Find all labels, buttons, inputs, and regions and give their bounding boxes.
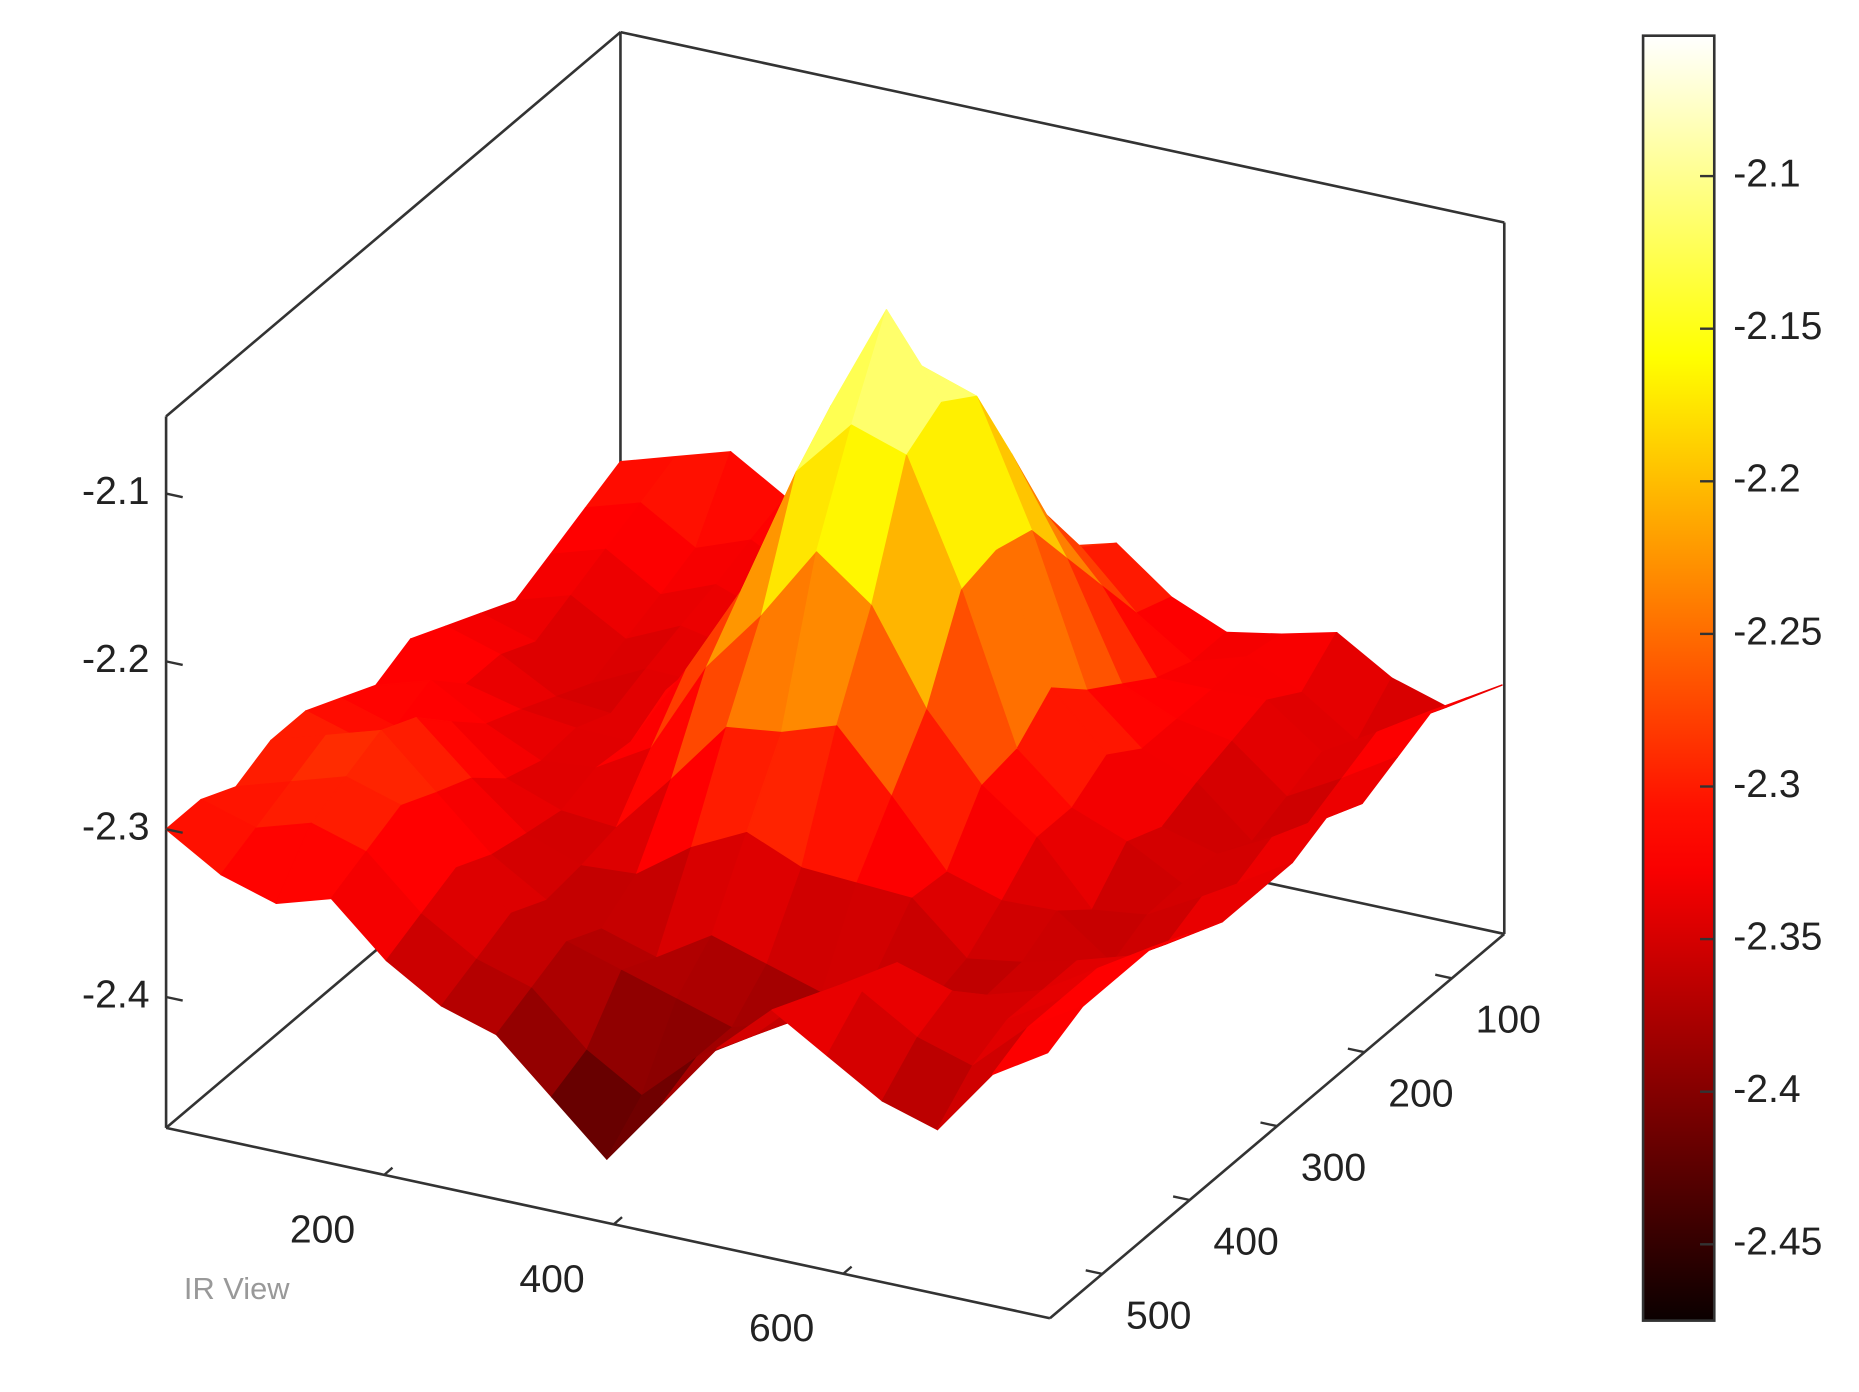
- y-tick: [1172, 1195, 1190, 1202]
- colorbar-tick-label: -2.1: [1733, 152, 1800, 195]
- colorbar-fill: [1641, 34, 1716, 1322]
- y-tick-label: 100: [1476, 999, 1541, 1042]
- annotation: IR View: [184, 1271, 290, 1306]
- colorbar-tick-label: -2.3: [1733, 763, 1800, 806]
- y-tick: [1260, 1121, 1278, 1128]
- z-tick: [165, 660, 183, 667]
- y-tick-label: 400: [1213, 1220, 1278, 1263]
- surface-patch: [991, 1005, 1084, 1076]
- x-tick: [383, 1166, 394, 1176]
- y-tick-label: 500: [1126, 1294, 1191, 1337]
- x-tick-label: 200: [290, 1208, 355, 1251]
- y-tick: [1085, 1269, 1103, 1276]
- z-tick: [165, 995, 183, 1002]
- y-tick: [1347, 1047, 1365, 1054]
- z-tick-label: -2.3: [82, 806, 149, 849]
- surface: [165, 309, 1503, 1160]
- colorbar-tick-label: -2.45: [1733, 1221, 1822, 1264]
- x-tick-label: 400: [519, 1258, 584, 1301]
- x-tick: [612, 1216, 623, 1226]
- y-tick-label: 300: [1301, 1146, 1366, 1189]
- colorbar: -2.1 -2.15 -2.2 -2.25 -2.3 -2.35 -2.4 -2.45: [1641, 34, 1822, 1322]
- x-tick-label: 600: [749, 1307, 814, 1350]
- z-tick: [165, 828, 183, 834]
- z-tick-label: -2.4: [82, 973, 149, 1016]
- z-tick: [165, 492, 183, 499]
- x-tick: [842, 1265, 853, 1275]
- colorbar-tick-label: -2.25: [1733, 610, 1822, 653]
- colorbar-tick-label: -2.4: [1733, 1068, 1800, 1111]
- z-tick-label: -2.1: [82, 470, 149, 513]
- colorbar-tick-label: -2.2: [1733, 458, 1800, 501]
- box-edge: [620, 30, 1505, 224]
- colorbar-tick-label: -2.15: [1733, 305, 1822, 348]
- axes-front: -2.1 -2.2 -2.3 -2.4 200 400 600 100 200 300 400 500…: [82, 34, 1822, 1350]
- box-edge: [165, 31, 622, 418]
- colorbar-tick-label: -2.35: [1733, 915, 1822, 958]
- y-tick-label: 200: [1388, 1073, 1453, 1116]
- x-axis-line: [165, 1126, 1051, 1320]
- z-tick-label: -2.2: [82, 638, 149, 681]
- y-tick: [1434, 973, 1453, 980]
